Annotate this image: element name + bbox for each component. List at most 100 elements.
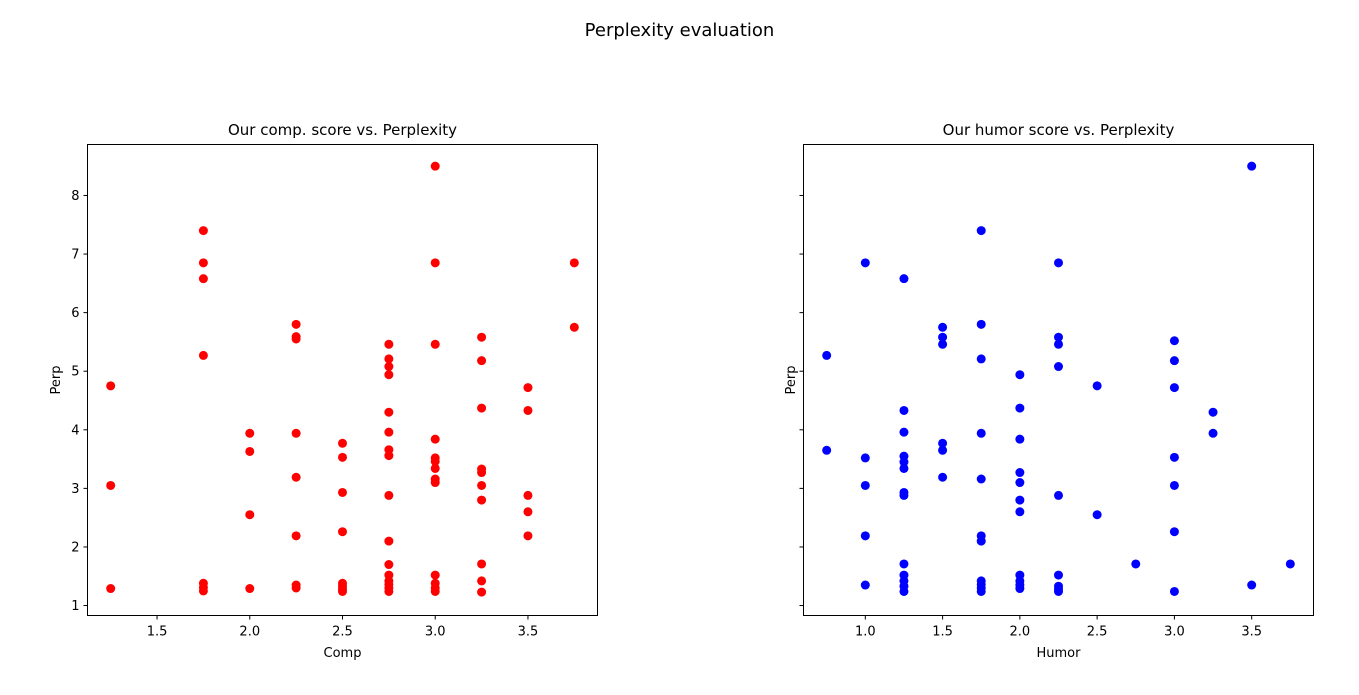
data-point — [860, 580, 870, 590]
data-point — [384, 451, 394, 461]
x-tick-label: 1.0 — [855, 625, 876, 640]
data-point — [899, 457, 909, 467]
data-point — [1054, 258, 1063, 268]
data-point — [384, 362, 394, 372]
y-axis-label: Perp — [49, 366, 64, 395]
data-point — [106, 381, 116, 391]
data-point — [477, 403, 487, 413]
data-point — [523, 383, 533, 393]
comp-points-group — [106, 161, 579, 597]
data-point — [198, 226, 208, 236]
data-point — [1092, 510, 1102, 520]
data-point — [1054, 339, 1063, 349]
data-point — [976, 354, 986, 364]
data-point — [938, 445, 948, 455]
data-point — [384, 560, 394, 570]
data-point — [569, 258, 579, 268]
humor-points-group — [822, 161, 1295, 596]
x-tick-label: 2.5 — [1087, 625, 1108, 640]
data-point — [1208, 407, 1218, 417]
plot-frame — [803, 144, 1314, 616]
chart-title: Our humor score vs. Perplexity — [943, 121, 1175, 139]
data-point — [899, 274, 909, 284]
x-axis-label: Comp — [324, 646, 362, 661]
data-point — [976, 536, 986, 546]
data-point — [430, 339, 440, 349]
data-point — [976, 474, 986, 484]
plot-frame — [87, 144, 598, 616]
x-tick-label: 3.5 — [1241, 625, 1262, 640]
data-point — [384, 407, 394, 417]
data-point — [430, 586, 440, 596]
data-point — [1015, 434, 1025, 444]
y-tick-label: 6 — [71, 306, 79, 321]
data-point — [822, 445, 832, 455]
data-point — [430, 258, 440, 268]
data-point — [1285, 559, 1295, 569]
data-point — [477, 356, 487, 366]
data-point — [1015, 468, 1025, 478]
data-point — [106, 584, 116, 594]
data-point — [1015, 403, 1025, 413]
data-point — [1169, 452, 1179, 462]
data-point — [477, 332, 487, 342]
data-point — [477, 480, 487, 490]
data-point — [1169, 480, 1179, 490]
data-point — [523, 405, 533, 415]
humor-ticks-group: 1.0 1.5 2.0 2.5 3.0 3.5 — [799, 194, 1262, 640]
x-tick-label: 3.0 — [1164, 625, 1185, 640]
data-point — [477, 468, 487, 478]
data-point — [1054, 570, 1063, 580]
data-point — [477, 559, 487, 569]
data-point — [338, 487, 347, 497]
data-point — [384, 536, 394, 546]
data-point — [384, 370, 394, 380]
data-point — [1169, 586, 1179, 596]
data-point — [384, 339, 394, 349]
data-point — [291, 334, 301, 344]
data-point — [384, 427, 394, 437]
data-point — [198, 350, 208, 360]
data-point — [1169, 383, 1179, 393]
x-tick-label: 3.5 — [518, 625, 539, 640]
data-point — [430, 478, 440, 488]
data-point — [430, 456, 440, 466]
data-point — [938, 438, 948, 448]
x-axis-label: Humor — [1037, 646, 1082, 661]
x-tick-label: 1.5 — [932, 625, 953, 640]
data-point — [899, 490, 909, 500]
data-point — [976, 319, 986, 329]
data-point — [477, 495, 487, 505]
data-point — [976, 586, 986, 596]
data-point — [1208, 428, 1218, 438]
data-point — [430, 463, 440, 473]
data-point — [1015, 370, 1025, 380]
data-point — [1015, 478, 1025, 488]
data-point — [860, 531, 870, 541]
data-point — [291, 583, 301, 593]
data-point — [899, 586, 909, 596]
data-point — [1247, 161, 1257, 171]
data-point — [1015, 584, 1025, 594]
data-point — [1054, 586, 1063, 596]
y-tick-label: 7 — [71, 248, 79, 263]
x-tick-label: 2.5 — [332, 625, 353, 640]
y-tick-label: 5 — [71, 365, 79, 380]
data-point — [1169, 336, 1179, 346]
data-point — [291, 319, 301, 329]
data-point — [198, 586, 208, 596]
data-point — [477, 587, 487, 597]
data-point — [1247, 580, 1257, 590]
data-point — [291, 472, 301, 482]
data-point — [1054, 490, 1063, 500]
data-point — [1169, 527, 1179, 537]
data-point — [245, 446, 255, 456]
data-point — [569, 322, 579, 332]
data-point — [860, 453, 870, 463]
data-point — [899, 463, 909, 473]
data-point — [899, 559, 909, 569]
x-tick-label: 1.5 — [147, 625, 168, 640]
